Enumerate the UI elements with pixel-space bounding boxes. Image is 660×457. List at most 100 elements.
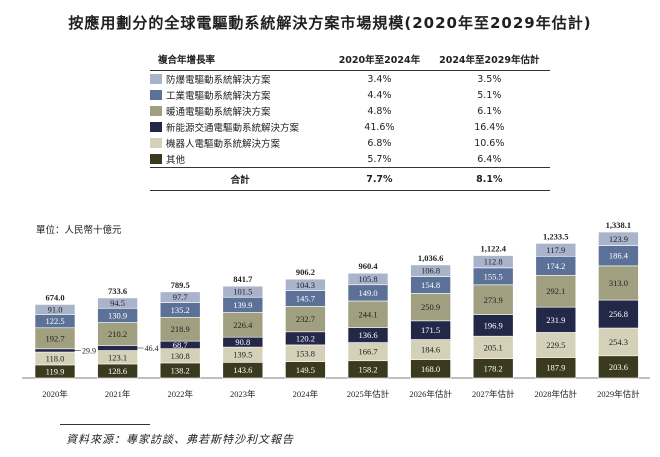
bar-value-label: 171.5: [421, 325, 440, 335]
legend-swatch: [150, 106, 162, 116]
bar-value-label: 29.9: [82, 346, 96, 355]
x-tick-label: 2021年: [105, 389, 131, 399]
bar-total-label: 1,122.4: [480, 244, 506, 254]
bar-total-label: 1,036.6: [418, 253, 444, 263]
bar-segment: [222, 312, 264, 338]
bar-value-label: 174.2: [546, 261, 565, 271]
bar-value-label: 186.4: [609, 251, 629, 261]
bar-total-label: 789.5: [171, 280, 190, 290]
bar-value-label: 153.8: [296, 348, 315, 358]
cagr-row-label: 機器人電驅動系統解決方案: [150, 135, 330, 151]
bar-value-label: 178.2: [484, 363, 503, 373]
cagr-row-name: 機器人電驅動系統解決方案: [166, 139, 281, 150]
x-tick-label: 2024年: [293, 389, 319, 399]
bar-value-label: 119.9: [46, 366, 65, 376]
cagr-row: 防爆電驅動系統解決方案 3.4% 3.5%: [150, 71, 550, 88]
bar-segment: [535, 274, 577, 308]
bar-value-label: 128.6: [108, 366, 127, 376]
cagr-row-v1: 41.6%: [364, 121, 395, 133]
bar-segment: [535, 243, 577, 257]
cagr-total-label: 合計: [150, 167, 331, 191]
cagr-row: 新能源交通電驅動系統解決方案 41.6% 16.4%: [150, 119, 550, 135]
cagr-row-v2: 6.4%: [477, 153, 502, 165]
bar-segment: [598, 299, 639, 329]
bar-value-label: 123.1: [108, 352, 127, 362]
cagr-header-row: 複合年增長率 2020年至2024年 2024年至2029年估計: [150, 50, 550, 71]
bar-value-label: 117.9: [546, 245, 565, 255]
cagr-total-v1: 7.7%: [330, 167, 429, 191]
cagr-row-v2: 5.1%: [477, 89, 502, 101]
bar-value-label: 229.5: [546, 340, 565, 350]
legend-swatch: [150, 122, 162, 132]
x-tick-label: 2023年: [230, 389, 256, 399]
cagr-row-label: 工業電驅動系統解決方案: [150, 87, 330, 103]
cagr-row-v1: 6.8%: [367, 137, 392, 149]
bar-value-label: 231.9: [546, 315, 565, 325]
x-tick-label: 2027年估計: [472, 389, 515, 399]
bar-value-label: 101.5: [233, 287, 252, 297]
bar-value-label: 184.6: [421, 345, 440, 355]
bar-value-label: 168.0: [421, 364, 440, 374]
bar-segment: [285, 278, 326, 291]
source-divider: [60, 424, 150, 425]
x-tick-label: 2029年估計: [597, 389, 640, 399]
bar-value-label: 90.8: [235, 337, 250, 347]
bar-segment: [159, 291, 201, 303]
bar-value-label: 149.0: [358, 288, 377, 298]
cagr-row-name: 防爆電驅動系統解決方案: [166, 75, 271, 86]
cagr-total-v2: 8.1%: [428, 167, 550, 191]
cagr-row-v1: 4.4%: [367, 89, 392, 101]
bar-total-label: 1,338.1: [606, 220, 632, 230]
bar-value-label: 139.5: [233, 350, 252, 360]
bar-segment: [97, 297, 138, 309]
bar-value-label: 130.9: [108, 310, 127, 320]
bar-total-label: 906.2: [296, 267, 315, 277]
bar-value-label: 187.9: [546, 363, 565, 373]
cagr-row-label: 暖通電驅動系統解決方案: [150, 103, 330, 119]
bar-value-label: 97.7: [173, 292, 188, 302]
bar-value-label: 94.5: [110, 298, 125, 308]
bar-value-label: 136.6: [358, 330, 377, 340]
bar-value-label: 244.1: [358, 309, 377, 319]
bar-total-label: 733.6: [108, 286, 127, 296]
cagr-row-v2: 10.6%: [474, 137, 505, 149]
cagr-row-v2: 6.1%: [477, 105, 502, 117]
x-tick-label: 2028年估計: [535, 389, 578, 399]
bar-value-label: 106.8: [421, 266, 440, 276]
bar-segment: [535, 306, 577, 333]
bar-value-label: 122.5: [45, 316, 64, 326]
bar-value-label: 112.8: [484, 257, 503, 267]
bar-value-label: 143.6: [233, 365, 252, 375]
chart-title: 按應用劃分的全球電驅動系統解決方案市場規模(2020年至2029年估計): [68, 14, 592, 32]
stacked-bar-chart: 119.9 118.0 29.9 192.7 122.5 91.0 674.0 2020年 12…: [22, 220, 650, 399]
bar-segment: [97, 345, 138, 351]
bar-value-label: 232.7: [296, 314, 315, 324]
bar-segment: [598, 327, 639, 357]
bar-value-label: 155.5: [484, 271, 503, 281]
bar-value-label: 256.8: [609, 309, 628, 319]
bar-segment: [285, 306, 326, 333]
bar-value-label: 123.9: [609, 234, 628, 244]
unit-label: 單位：人民幣十億元: [36, 225, 122, 236]
bar-segment: [34, 348, 76, 353]
bar-value-label: 292.1: [546, 286, 565, 296]
bar-total-label: 841.7: [233, 274, 253, 284]
cagr-table: 複合年增長率 2020年至2024年 2024年至2029年估計 防爆電驅動系統…: [150, 50, 550, 191]
cagr-row-v2: 16.4%: [474, 121, 505, 133]
bar-segment: [472, 255, 514, 269]
bar-value-label: 192.7: [45, 333, 64, 343]
cagr-row: 機器人電驅動系統解決方案 6.8% 10.6%: [150, 135, 550, 151]
bar-value-label: 91.0: [48, 304, 63, 314]
legend-swatch: [150, 90, 162, 100]
legend-swatch: [150, 138, 162, 148]
cagr-row-label: 新能源交通電驅動系統解決方案: [150, 119, 330, 135]
cagr-row-label: 其他: [150, 151, 330, 168]
cagr-header-label: 複合年增長率: [150, 50, 331, 71]
bar-value-label: 313.0: [609, 278, 628, 288]
cagr-header-col2: 2024年至2029年估計: [428, 50, 550, 71]
bar-value-label: 105.8: [358, 274, 377, 284]
bar-value-label: 250.9: [421, 302, 440, 312]
bar-value-label: 120.2: [296, 333, 315, 343]
cagr-row-name: 新能源交通電驅動系統解決方案: [166, 123, 300, 134]
cagr-row-label: 防爆電驅動系統解決方案: [150, 71, 330, 88]
